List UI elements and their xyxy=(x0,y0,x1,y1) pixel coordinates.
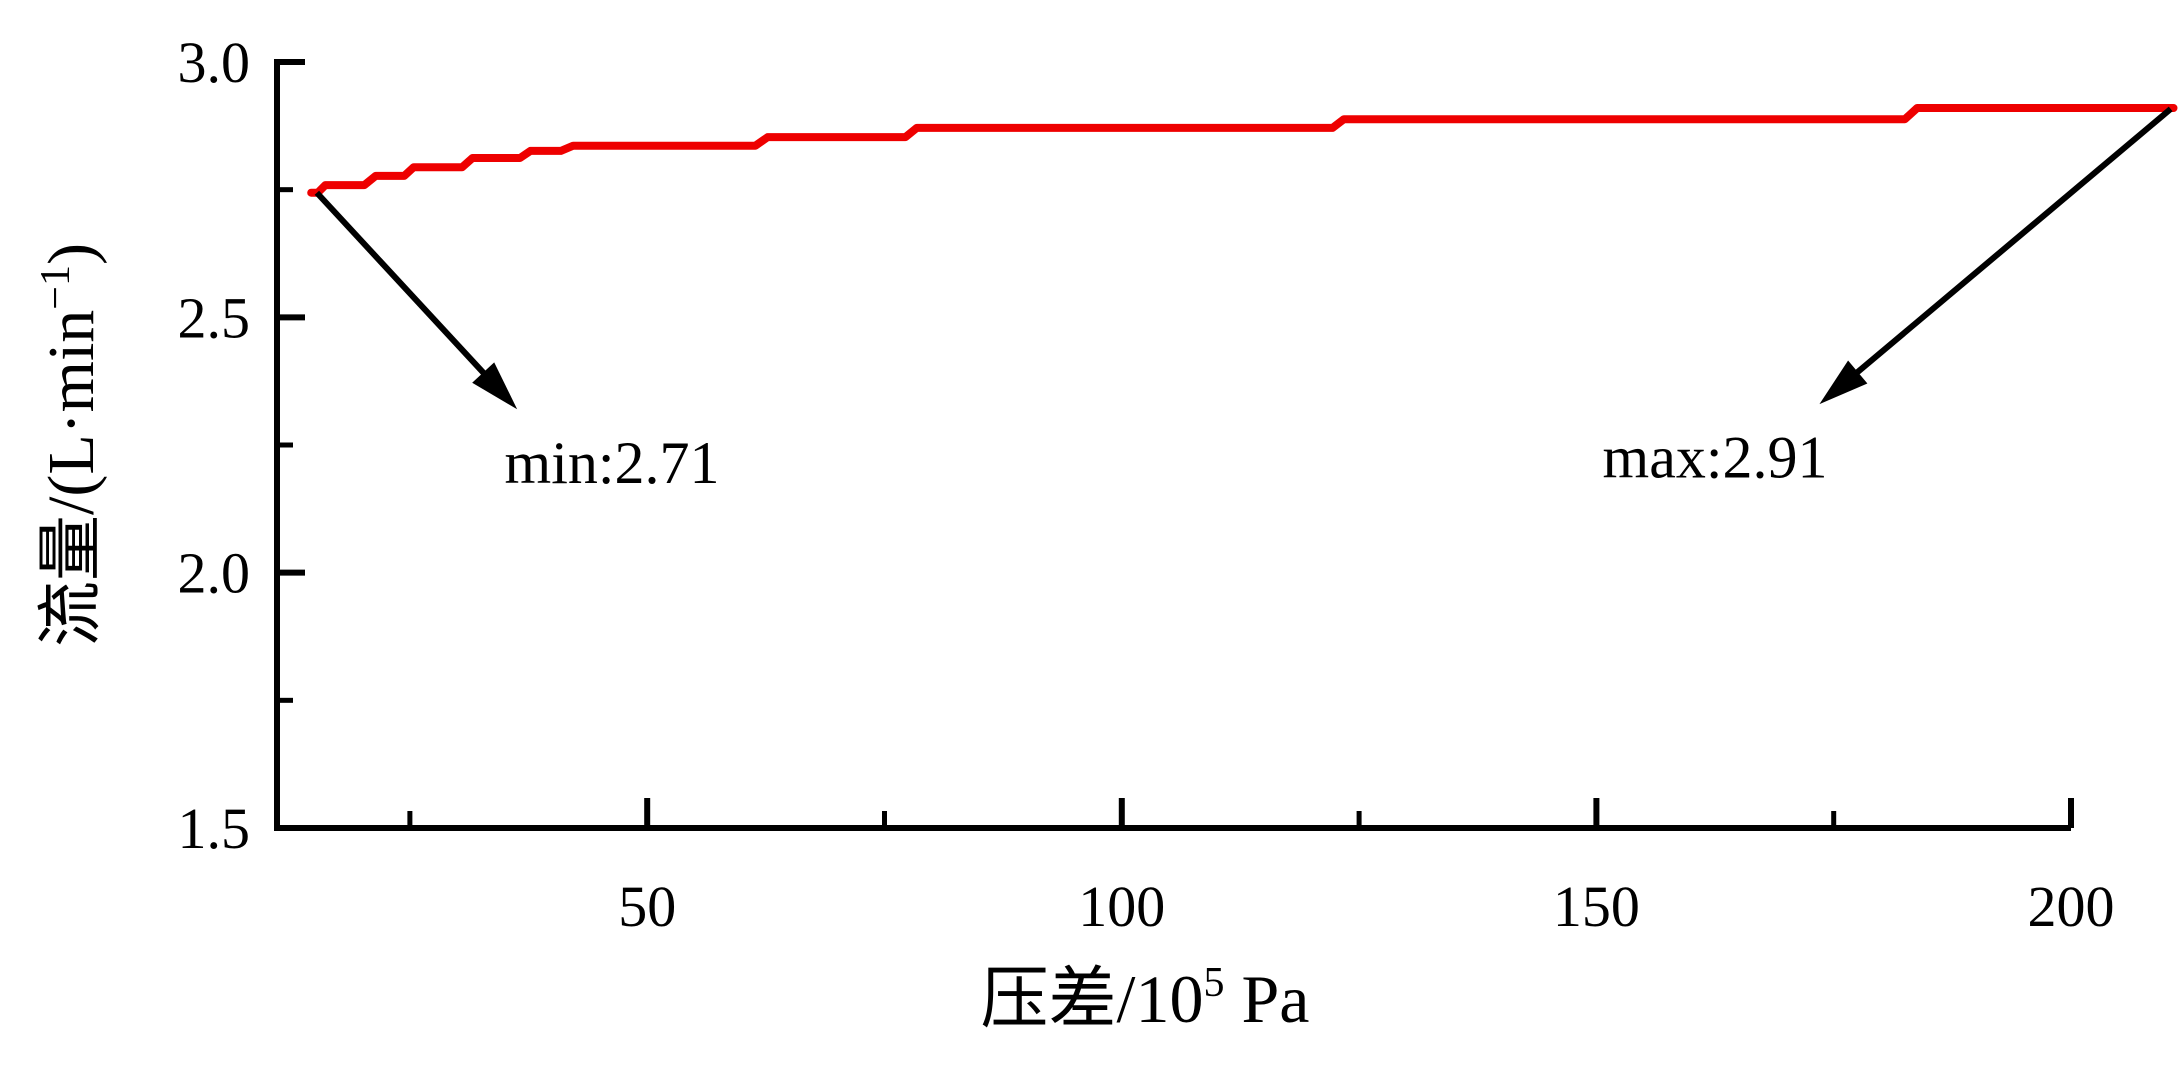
axis-labels-group: 压差/105 Pa 流量/(L·min−1) xyxy=(33,243,1309,1037)
flow-rate-line xyxy=(307,104,2178,197)
y-axis-label: 流量/(L·min−1) xyxy=(33,243,108,647)
y-tick-label: 3.0 xyxy=(178,30,251,95)
annotations-group: min:2.71 max:2.91 xyxy=(314,106,2173,496)
min-annotation-arrowhead xyxy=(472,362,518,410)
series-group xyxy=(307,104,2178,197)
min-annotation-arrow xyxy=(314,190,490,379)
axes: 1.5 2.0 2.5 3.0 50 100 150 200 xyxy=(178,30,2115,939)
x-tick-label: 50 xyxy=(618,874,676,939)
x-tick-label: 150 xyxy=(1553,874,1640,939)
x-tick-label: 100 xyxy=(1078,874,1165,939)
max-annotation-arrow xyxy=(1851,106,2173,379)
max-annotation-arrowhead xyxy=(1819,360,1868,405)
y-tick-label: 2.5 xyxy=(178,285,251,350)
x-tick-label: 200 xyxy=(2028,874,2115,939)
min-annotation-label: min:2.71 xyxy=(505,430,720,496)
y-tick-label: 2.0 xyxy=(178,541,251,606)
max-annotation-label: max:2.91 xyxy=(1603,425,1828,491)
x-axis-label: 压差/105 Pa xyxy=(981,960,1310,1037)
y-tick-label: 1.5 xyxy=(178,796,251,861)
